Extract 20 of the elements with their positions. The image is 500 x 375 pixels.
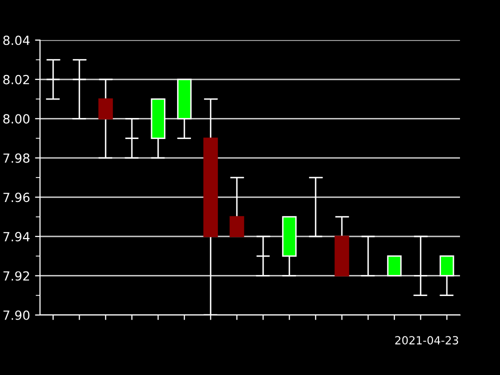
candlestick [98, 78, 113, 159]
y-tick-label: 7.96 [3, 192, 30, 202]
text: 2021-04-23 [395, 336, 458, 344]
candlestick [440, 255, 454, 296]
candlestick [72, 59, 87, 120]
y-tick-label: 8.00 [3, 114, 30, 124]
y-tick-label: 7.92 [3, 271, 30, 281]
y-tick-label: 8.04 [3, 36, 30, 46]
candlestick [387, 255, 402, 276]
candlestick [124, 118, 140, 159]
candlestick [256, 236, 270, 276]
y-tick-label: 7.90 [3, 310, 30, 320]
y-tick-label: 7.94 [3, 232, 30, 242]
candlestick [360, 236, 376, 276]
candlestick [230, 176, 244, 238]
y-tick-label: 8.02 [3, 74, 30, 84]
candlestick [308, 176, 323, 238]
candlestick [413, 236, 428, 296]
y-tick-label: 7.98 [3, 153, 30, 163]
candlestick [46, 59, 60, 100]
